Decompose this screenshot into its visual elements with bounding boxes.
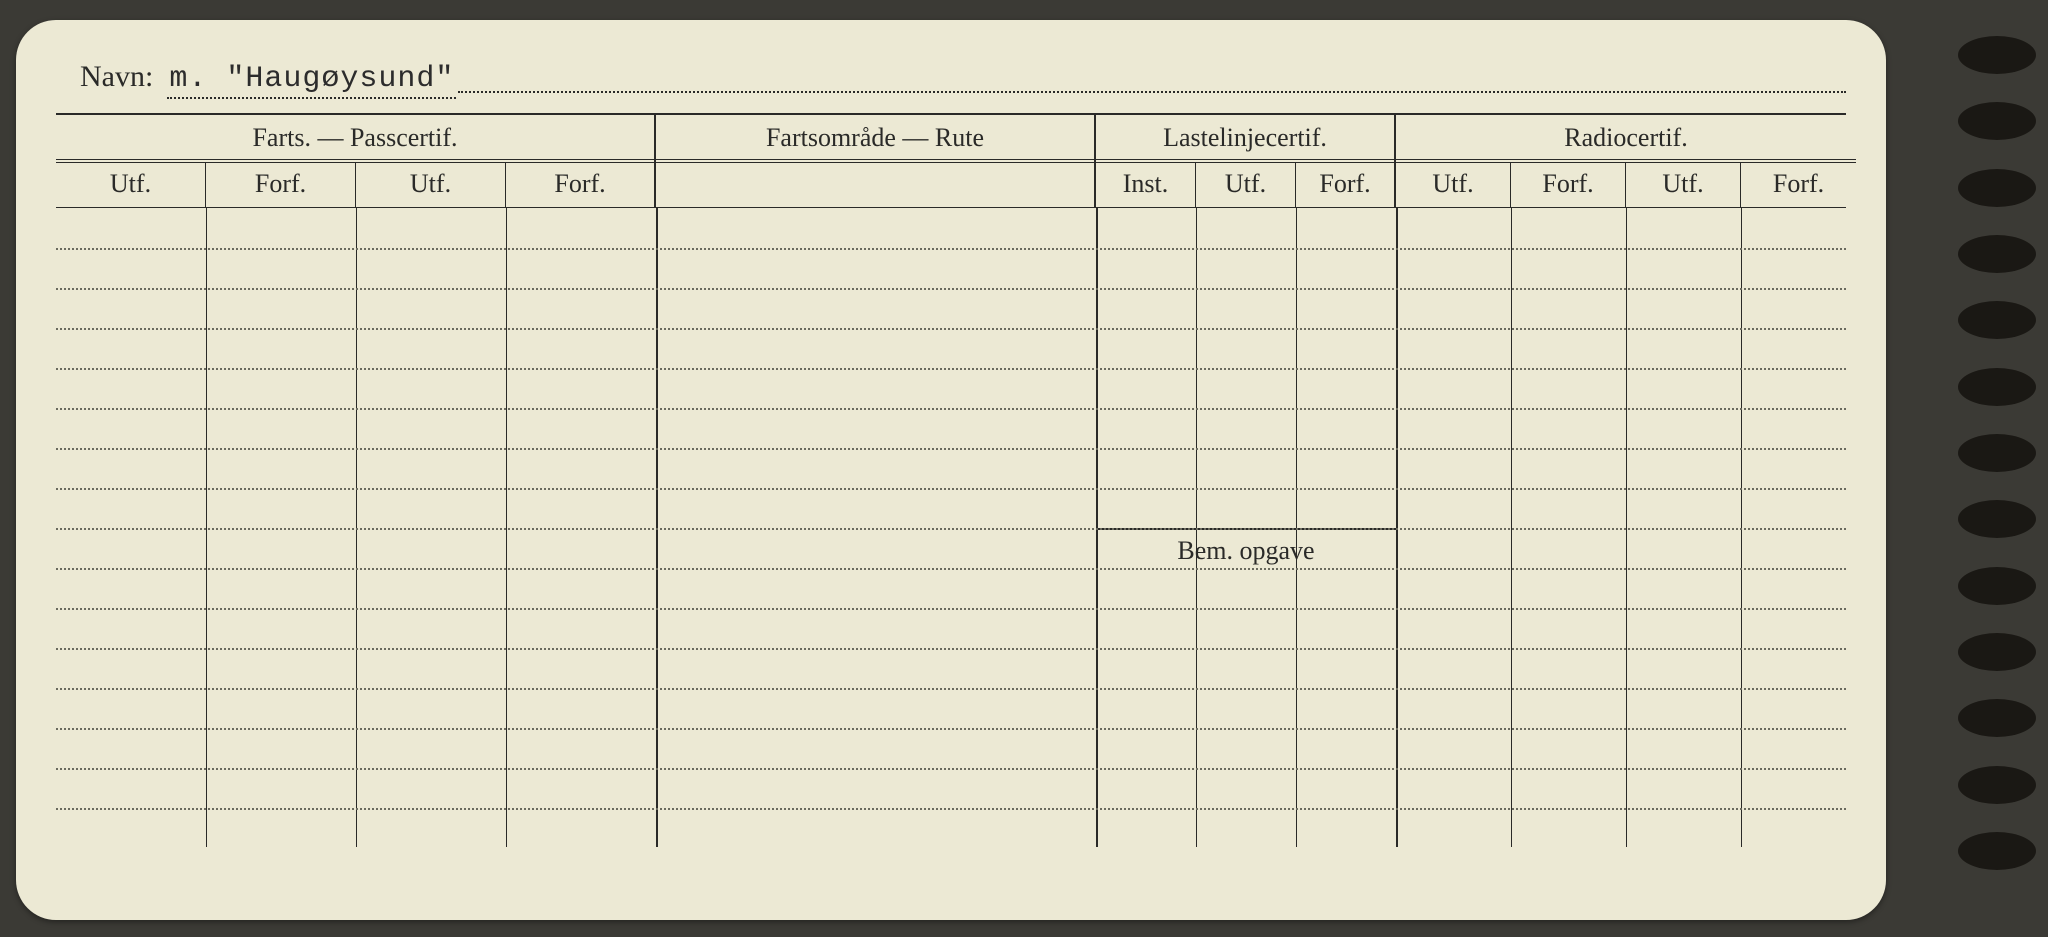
dotted-row <box>56 728 1846 730</box>
dotted-row <box>56 608 1846 610</box>
binding-hole <box>1958 102 2036 140</box>
sub-utf-1: Utf. <box>56 163 206 207</box>
table-body: Bem. opgave <box>56 207 1846 847</box>
binding-hole <box>1958 832 2036 870</box>
dotted-row <box>56 288 1846 290</box>
sub-forf-2: Forf. <box>506 163 656 207</box>
navn-label: Navn: <box>80 60 153 94</box>
sub-utf-4: Utf. <box>1396 163 1511 207</box>
binding-hole <box>1958 500 2036 538</box>
bem-opgave-header: Bem. opgave <box>1096 528 1396 568</box>
header-row-1: Farts. — Passcertif. Fartsområde — Rute … <box>56 115 1846 159</box>
dotted-row <box>56 808 1846 810</box>
navn-dotted-line <box>458 63 1846 93</box>
sub-forf-1: Forf. <box>206 163 356 207</box>
binding-hole <box>1958 169 2036 207</box>
sub-utf-2: Utf. <box>356 163 506 207</box>
dotted-row <box>56 528 1846 530</box>
sub-rute-blank <box>656 163 1096 207</box>
dotted-row <box>56 248 1846 250</box>
binding-hole <box>1958 699 2036 737</box>
hdr-radio: Radiocertif. <box>1396 115 1856 159</box>
binding-hole <box>1958 766 2036 804</box>
binding-hole <box>1958 36 2036 74</box>
sub-utf-5: Utf. <box>1626 163 1741 207</box>
binding-hole <box>1958 567 2036 605</box>
dotted-row <box>56 688 1846 690</box>
hdr-rute: Fartsområde — Rute <box>656 115 1096 159</box>
dotted-row <box>56 368 1846 370</box>
index-card: Navn: m. "Haugøysund" Farts. — Passcerti… <box>16 20 1886 920</box>
header-row-2: Utf. Forf. Utf. Forf. Inst. Utf. Forf. U… <box>56 163 1846 207</box>
dotted-row <box>56 648 1846 650</box>
binding-hole <box>1958 633 2036 671</box>
dotted-row <box>56 408 1846 410</box>
dotted-row <box>56 488 1846 490</box>
dotted-row <box>56 448 1846 450</box>
navn-value: m. "Haugøysund" <box>167 62 456 99</box>
binding-hole <box>1958 434 2036 472</box>
certificate-table: Farts. — Passcertif. Fartsområde — Rute … <box>56 113 1846 847</box>
binding-holes <box>1916 30 2036 910</box>
sub-forf-4: Forf. <box>1511 163 1626 207</box>
sub-inst: Inst. <box>1096 163 1196 207</box>
dotted-row <box>56 328 1846 330</box>
sub-forf-5: Forf. <box>1741 163 1856 207</box>
hdr-laste: Lastelinjecertif. <box>1096 115 1396 159</box>
dotted-row <box>56 568 1846 570</box>
hdr-farts: Farts. — Passcertif. <box>56 115 656 159</box>
navn-row: Navn: m. "Haugøysund" <box>56 60 1846 99</box>
binding-hole <box>1958 368 2036 406</box>
binding-hole <box>1958 235 2036 273</box>
sub-utf-3: Utf. <box>1196 163 1296 207</box>
binding-hole <box>1958 301 2036 339</box>
dotted-row <box>56 768 1846 770</box>
sub-forf-3: Forf. <box>1296 163 1396 207</box>
